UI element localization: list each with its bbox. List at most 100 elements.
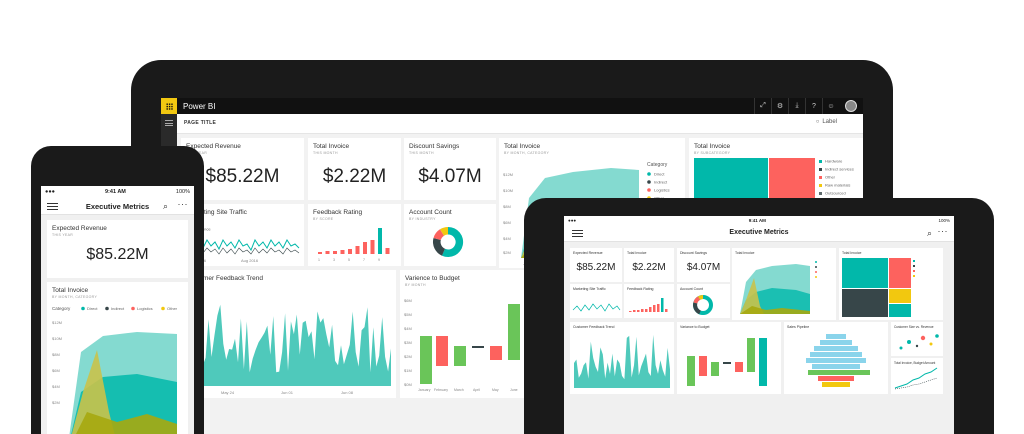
legend-title: Category <box>52 306 71 311</box>
phone-screen: ●●● 9:41 AM 100% Executive Metrics ⌕ ···… <box>41 186 194 434</box>
y-tick: $0M <box>404 382 412 387</box>
total-invoice-budget-tile[interactable]: Total Invoice, Budget Amount <box>891 358 943 394</box>
site-traffic-tile[interactable]: Marketing Site Traffic <box>570 284 622 318</box>
tile-title: Variance to Budget <box>680 325 710 329</box>
bar <box>318 252 322 254</box>
status-bar: ●●● 9:41 AM 100% <box>564 216 954 225</box>
tile-title: Expected Revenue <box>52 225 107 232</box>
waterfall-bar <box>490 346 502 360</box>
bar <box>645 309 648 312</box>
page-title: PAGE TITLE <box>184 120 217 126</box>
kpi-value: $4.07M <box>418 166 482 187</box>
download-icon[interactable]: ⤓ <box>788 98 805 114</box>
y-tick: $2M <box>503 250 511 255</box>
bar <box>649 307 652 312</box>
tile-title: Account Count <box>680 287 703 291</box>
discount-savings-tile[interactable]: Discount Savings THIS MONTH $4.07M <box>404 138 496 200</box>
account-count-tile[interactable]: Account Count <box>677 284 730 318</box>
more-icon[interactable]: ··· <box>177 199 188 209</box>
customer-feedback-tile[interactable]: Customer Feedback Trend BY DATE May 24 J… <box>181 270 396 398</box>
bar <box>355 246 360 254</box>
phone-device: ●●● 9:41 AM 100% Executive Metrics ⌕ ···… <box>31 146 204 434</box>
waterfall-bar <box>472 346 484 348</box>
feedback-rating-tile[interactable]: Feedback Rating BY SCORE 1 3 5 7 9 <box>308 204 401 266</box>
y-tick: $6M <box>503 220 511 225</box>
discount-savings-tile[interactable]: Discount Savings $4.07M <box>677 248 730 282</box>
expected-revenue-tile[interactable]: Expected Revenue THIS YEAR $85.22M <box>181 138 304 200</box>
tile-title: Discount Savings <box>680 251 708 255</box>
kpi-value: $85.22M <box>86 246 149 263</box>
bar <box>385 248 390 254</box>
feedback-bar-chart <box>629 298 668 312</box>
waterfall-bar <box>454 346 466 366</box>
legend-item: Direct <box>654 172 665 177</box>
traffic-line-chart <box>572 303 621 312</box>
sales-pipeline-tile[interactable]: Sales Pipeline <box>784 322 888 394</box>
tile-title: Total Invoice, Budget Amount <box>894 361 936 365</box>
tile-subtitle: BY MONTH, CATEGORY <box>52 295 98 299</box>
expected-revenue-tile[interactable]: Expected Revenue $85.22M <box>570 248 622 282</box>
area-chart: Category Direct Indirect Logistics Other… <box>52 306 178 434</box>
kpi-value: $2.22M <box>632 262 666 273</box>
expand-icon[interactable]: ⤢ <box>754 98 771 114</box>
area-chart <box>740 261 817 314</box>
hamburger-icon[interactable] <box>572 230 583 237</box>
donut-slice <box>440 226 448 236</box>
total-invoice-area-tile[interactable]: Total Invoice <box>732 248 836 320</box>
hamburger-icon[interactable] <box>165 120 173 126</box>
tile-title: Expected Revenue <box>186 143 241 150</box>
bar <box>657 304 660 312</box>
variance-tile[interactable]: Variance to Budget <box>677 322 781 394</box>
tile-subtitle: BY SUBCATEGORY <box>694 151 731 155</box>
x-tick: March <box>454 388 464 392</box>
x-tick: May 24 <box>221 390 235 395</box>
legend-item: Outsourced <box>825 191 846 196</box>
y-tick: $5M <box>404 312 412 317</box>
more-icon[interactable]: ··· <box>937 226 948 236</box>
account-count-tile[interactable]: Account Count BY INDUSTRY <box>404 204 496 266</box>
x-tick: Jun 01 <box>281 390 294 395</box>
app-launcher-icon[interactable] <box>161 98 177 114</box>
tablet-device: ●●● 9:41 AM 100% Executive Metrics ⌕ ···… <box>524 198 994 434</box>
help-icon[interactable]: ? <box>805 98 822 114</box>
x-tick: April <box>473 388 480 392</box>
expected-revenue-tile[interactable]: Expected Revenue THIS YEAR $85.22M <box>47 220 188 278</box>
trend-area <box>185 304 391 386</box>
legend-item: Bounce <box>197 227 211 232</box>
tile-title: Sales Pipeline <box>787 325 810 329</box>
total-invoice-treemap-tile[interactable]: Total Invoice <box>839 248 943 320</box>
search-icon[interactable]: ⌕ <box>162 201 168 211</box>
bar <box>378 228 382 254</box>
x-tick: 9 <box>378 258 380 262</box>
mobile-nav: Executive Metrics ⌕ ··· <box>41 197 194 215</box>
total-invoice-kpi-tile[interactable]: Total Invoice THIS MONTH $2.22M <box>308 138 401 200</box>
tile-title: Total Invoice <box>627 251 647 255</box>
kpi-value: $85.22M <box>205 166 280 187</box>
bar <box>340 250 345 254</box>
label-button[interactable]: Label <box>816 119 837 125</box>
gear-icon[interactable]: ⚙ <box>771 98 788 114</box>
tile-subtitle: THIS YEAR <box>52 233 74 237</box>
tablet-screen: ●●● 9:41 AM 100% Executive Metrics ⌕ ···… <box>564 216 954 434</box>
smiley-icon[interactable]: ☺ <box>822 98 839 114</box>
tile-title: Customer Feedback Trend <box>186 275 263 282</box>
tile-title: Total Invoice <box>842 251 862 255</box>
feedback-bar-chart: 1 3 5 7 9 <box>318 228 390 262</box>
bar <box>348 249 352 254</box>
feedback-trend-chart <box>574 334 670 388</box>
bar <box>325 251 330 254</box>
customer-feedback-tile[interactable]: Customer Feedback Trend <box>570 322 674 394</box>
bar <box>637 310 640 312</box>
tile-title: Customer Size vs. Revenue <box>894 325 934 329</box>
signal-icon: ●●● <box>45 188 55 195</box>
bar <box>653 305 656 312</box>
customer-size-tile[interactable]: Customer Size vs. Revenue <box>891 322 943 356</box>
feedback-rating-tile[interactable]: Feedback Rating <box>624 284 674 318</box>
total-invoice-area-tile[interactable]: Total Invoice BY MONTH, CATEGORY Categor… <box>47 282 188 434</box>
search-icon[interactable]: ⌕ <box>926 228 932 238</box>
kpi-value: $2.22M <box>322 166 387 187</box>
avatar[interactable] <box>845 100 857 112</box>
x-tick: Jun 08 <box>341 390 354 395</box>
total-invoice-tile[interactable]: Total Invoice $2.22M <box>624 248 674 282</box>
hamburger-icon[interactable] <box>47 203 58 210</box>
